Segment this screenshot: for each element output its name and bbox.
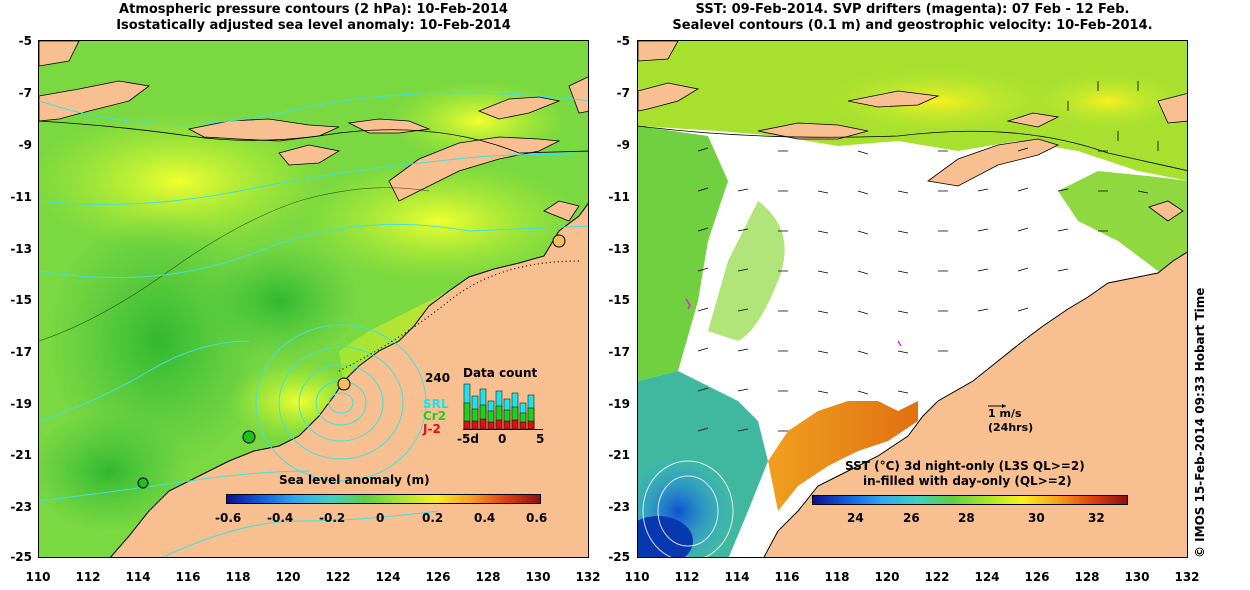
left-ytick: -13: [10, 242, 32, 256]
left-xtick: 126: [425, 570, 451, 584]
right-ytick: -13: [608, 242, 630, 256]
pressure-contours: [39, 92, 588, 557]
right-ytick: -21: [608, 448, 630, 462]
inset-xtick-1: -5d: [457, 432, 479, 446]
left-xtick: 110: [25, 570, 51, 584]
colorbar-tick-4: 0: [376, 511, 385, 525]
right-ytick: -17: [608, 345, 630, 359]
right-xtick: 114: [724, 570, 750, 584]
right-ytick: -23: [608, 500, 630, 514]
right-xtick: 130: [1124, 570, 1150, 584]
sst-colorbar: [812, 495, 1128, 505]
imos-credit: © IMOS 15-Feb-2014 09:33 Hobart Time: [1193, 287, 1207, 558]
right-ytick: -11: [608, 190, 630, 204]
data-count-title: Data count: [463, 366, 538, 380]
indonesian-islands-sst: [638, 41, 1187, 222]
right-xtick: 128: [1074, 570, 1100, 584]
right-ytick: -5: [616, 34, 630, 48]
australia-land-sst: [763, 251, 1187, 557]
sst-map-panel[interactable]: 1 m/s (24hrs) SST (°C) 3d night-only (L3…: [637, 40, 1188, 558]
left-ytick: -17: [10, 345, 32, 359]
colorbar-tick-6: 0.4: [474, 511, 496, 525]
inset-xtick-2: 0: [498, 432, 507, 446]
left-xtick: 128: [475, 570, 501, 584]
sst-legend-line2: in-filled with day-only (QL>=2): [863, 474, 1072, 488]
left-title-line2: Isostatically adjusted sea level anomaly…: [116, 18, 511, 33]
right-xtick: 112: [674, 570, 700, 584]
left-ytick: -5: [18, 34, 32, 48]
right-xtick: 126: [1024, 570, 1050, 584]
left-xtick: 114: [125, 570, 151, 584]
left-xtick: 120: [275, 570, 301, 584]
right-ytick: -25: [608, 550, 630, 564]
series-srl-label: SRL: [423, 397, 449, 411]
colorbar-tick-3: -0.2: [319, 511, 346, 525]
sst-colorbar-tick-2: 26: [903, 511, 920, 525]
left-xtick: 124: [375, 570, 401, 584]
velocity-scale-label: 1 m/s: [988, 407, 1022, 420]
left-ytick: -21: [10, 448, 32, 462]
right-ytick: -9: [616, 138, 630, 152]
left-xtick: 112: [75, 570, 101, 584]
right-ytick: -19: [608, 397, 630, 411]
colorbar-tick-5: 0.2: [422, 511, 444, 525]
indonesian-islands: [39, 41, 588, 222]
velocity-arrows: [697, 81, 1159, 432]
left-xtick: 118: [225, 570, 251, 584]
series-cr2-label: Cr2: [423, 409, 447, 423]
sea-level-colorbar-label: Sea level anomaly (m): [279, 473, 430, 487]
left-ytick: -9: [18, 138, 32, 152]
sst-colorbar-tick-5: 32: [1088, 511, 1105, 525]
sea-level-map: [39, 41, 588, 557]
sst-map: [638, 41, 1187, 557]
left-ytick: -7: [18, 86, 32, 100]
right-xtick: 120: [874, 570, 900, 584]
series-j2-label: J-2: [423, 422, 441, 436]
left-xtick: 130: [525, 570, 551, 584]
sea-level-colorbar: [226, 494, 541, 504]
right-title-line2: Sealevel contours (0.1 m) and geostrophi…: [672, 18, 1153, 33]
colorbar-tick-7: 0.6: [526, 511, 548, 525]
velocity-scale-time: (24hrs): [988, 421, 1034, 434]
left-xtick: 116: [175, 570, 201, 584]
right-title-line1: SST: 09-Feb-2014. SVP drifters (magenta)…: [695, 2, 1130, 17]
left-xtick: 132: [575, 570, 601, 584]
left-ytick: -25: [10, 550, 32, 564]
left-ytick: -23: [10, 500, 32, 514]
sst-colorbar-tick-3: 28: [958, 511, 975, 525]
left-ytick: -19: [10, 397, 32, 411]
right-xtick: 118: [824, 570, 850, 584]
right-xtick: 132: [1174, 570, 1200, 584]
right-ytick: -7: [616, 86, 630, 100]
inset-xtick-3: 5: [536, 432, 545, 446]
right-xtick: 124: [974, 570, 1000, 584]
left-ytick: -11: [10, 190, 32, 204]
sst-colorbar-tick-4: 30: [1028, 511, 1045, 525]
sst-colorbar-tick-1: 24: [847, 511, 864, 525]
right-xtick: 122: [924, 570, 950, 584]
left-title-line1: Atmospheric pressure contours (2 hPa): 1…: [119, 2, 508, 17]
left-ytick: -15: [10, 293, 32, 307]
sst-legend-line1: SST (°C) 3d night-only (L3S QL>=2): [845, 459, 1085, 473]
colorbar-tick-1: -0.6: [215, 511, 242, 525]
colorbar-tick-2: -0.4: [267, 511, 294, 525]
right-xtick: 116: [774, 570, 800, 584]
right-ytick: -15: [608, 293, 630, 307]
data-count-histogram: [463, 383, 543, 430]
data-count-max: 240: [425, 371, 451, 385]
left-xtick: 122: [325, 570, 351, 584]
sea-level-map-panel[interactable]: Sea level anomaly (m) -0.6 -0.4 -0.2 0 0…: [38, 40, 589, 558]
right-xtick: 110: [624, 570, 650, 584]
